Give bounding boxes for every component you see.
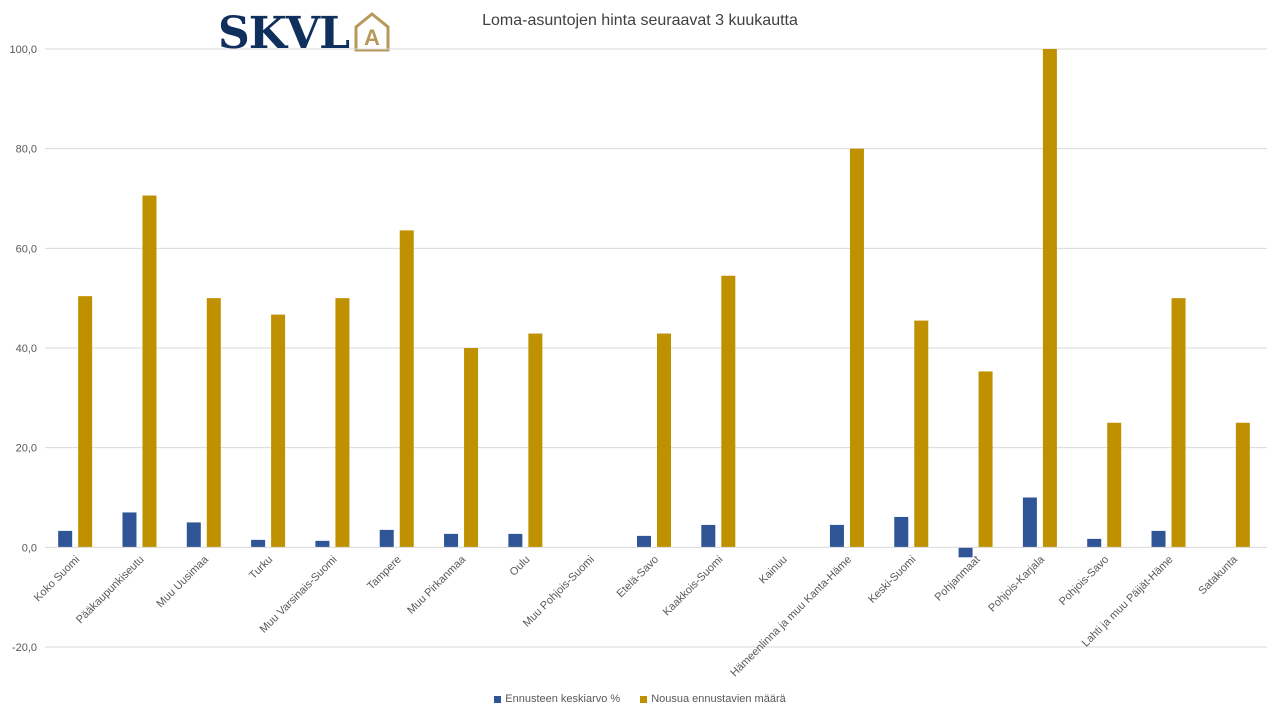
x-category-label: Muu Pirkanmaa [405,553,469,617]
bar-series-1 [508,533,523,548]
bar-series-2 [78,296,93,548]
bar-series-1 [637,535,651,548]
bar-series-1 [1087,538,1102,548]
x-category-label: Etelä-Savo [615,554,662,601]
bar-series-1 [251,539,266,548]
x-category-label: Keski-Suomi [866,554,918,606]
x-category-label: Hämeenlinna ja muu Kanta-Häme [728,554,854,680]
bar-series-2 [1235,422,1250,548]
y-tick-label: -20,0 [12,642,37,654]
x-category-label: Pohjois-Savo [1057,554,1111,608]
y-tick-label: 100,0 [9,44,37,56]
bars [58,49,1250,558]
bar-series-2 [399,230,414,548]
bar-series-2 [721,275,736,548]
y-tick-label: 80,0 [16,144,37,156]
x-category-label: Koko Suomi [32,554,82,604]
bar-series-1 [444,533,459,548]
house-logo-icon: A [354,12,390,52]
bar-series-2 [206,298,221,548]
bar-series-1 [1151,530,1166,548]
y-tick-label: 60,0 [16,243,37,255]
logo-mark-letter: A [364,25,380,50]
x-category-label: Pohjois-Karjala [986,553,1047,614]
bar-series-2 [271,314,286,548]
logo-text: SKVL [218,8,350,59]
bar-series-2 [528,333,543,548]
gridlines [45,48,1267,648]
bar-series-1 [958,547,973,558]
x-category-label: Pohjanmaat [933,554,983,604]
x-category-label: Kaakkois-Suomi [661,554,726,619]
chart-title: Loma-asuntojen hinta seuraavat 3 kuukaut… [482,12,798,29]
bar-series-2 [657,333,671,548]
legend-label-series-2: Nousua ennustavien määrä [651,693,786,705]
bar-series-2 [1171,298,1186,548]
bar-series-1 [1022,497,1037,548]
bar-series-2 [849,148,864,548]
y-tick-label: 40,0 [16,343,37,355]
bar-series-2 [142,195,157,548]
legend-label-series-1: Ennusteen keskiarvo % [505,693,621,705]
x-category-label: Turku [247,554,275,582]
bar-series-1 [701,524,716,548]
x-category-label: Kainuu [757,554,790,587]
legend-item-series-1: Ennusteen keskiarvo % [494,693,620,705]
bar-series-1 [894,516,909,548]
bar-series-2 [978,371,993,548]
x-category-label: Satakunta [1196,553,1240,597]
y-axis-ticks: 100,0 80,0 60,0 40,0 20,0 0,0 -20,0 [9,44,37,654]
bar-series-2 [335,298,350,548]
bar-series-1 [829,524,844,548]
bar-series-1 [122,512,137,548]
x-category-label: Oulu [508,554,533,579]
bar-series-1 [315,540,330,548]
bar-series-1 [379,529,394,548]
bar-series-2 [1042,49,1057,548]
bar-series-2 [1107,422,1122,548]
x-category-label: Muu Uusimaa [154,553,211,610]
y-tick-label: 20,0 [16,443,37,455]
bar-series-2 [914,320,929,548]
legend: Ennusteen keskiarvo % Nousua ennustavien… [0,693,1280,705]
x-category-label: Pääkaupunkiseutu [74,554,146,626]
bar-series-1 [58,530,73,548]
bar-series-1 [186,522,201,548]
bar-series-2 [464,348,479,548]
legend-swatch-series-2 [640,695,648,703]
skvl-logo: SKVL A [218,12,391,56]
x-category-label: Tampere [365,554,404,593]
y-tick-label: 0,0 [22,542,37,554]
legend-item-series-2: Nousua ennustavien määrä [640,693,786,705]
x-category-label: Muu Pohjois-Suomi [521,554,597,630]
legend-swatch-series-1 [494,695,502,703]
